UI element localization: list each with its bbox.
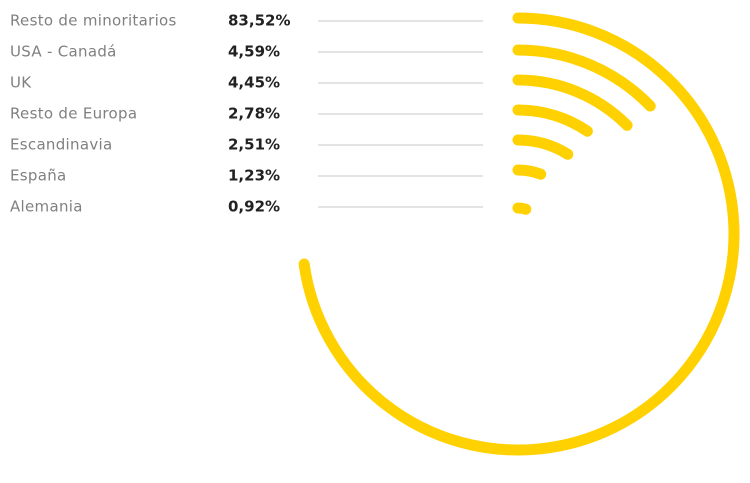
category-label: UK [10, 74, 32, 92]
value-label: 4,45% [228, 74, 280, 92]
arc-bar [512, 74, 633, 131]
category-label: Alemania [10, 198, 83, 216]
arc-bar [512, 164, 547, 180]
arc-bar [512, 104, 593, 137]
arc-bar [512, 202, 532, 215]
value-label: 0,92% [228, 198, 280, 216]
value-label: 83,52% [228, 12, 290, 30]
category-label: Resto de Europa [10, 105, 137, 123]
category-label: España [10, 167, 67, 185]
value-label: 2,78% [228, 105, 280, 123]
arc-bar [512, 44, 656, 112]
arc-bar [298, 12, 740, 456]
value-label: 2,51% [228, 136, 280, 154]
value-label: 4,59% [228, 43, 280, 61]
category-label: Escandinavia [10, 136, 112, 154]
category-label: Resto de minoritarios [10, 12, 177, 30]
value-label: 1,23% [228, 167, 280, 185]
category-label: USA - Canadá [10, 43, 117, 61]
arc-bar [512, 134, 574, 160]
